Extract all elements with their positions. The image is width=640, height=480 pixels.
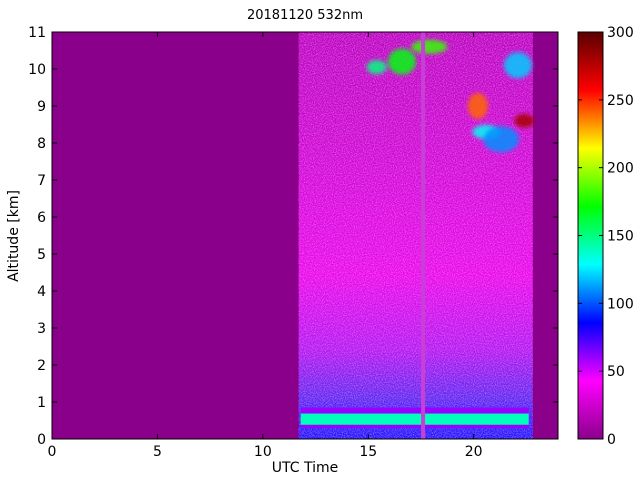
colorbar-ticks: 0 50 100 150 200 250 300 — [578, 25, 634, 448]
x-tick-label: 15 — [359, 444, 377, 460]
colorbar-tick-label: 50 — [607, 364, 625, 380]
colorbar-tick-label: 0 — [607, 432, 616, 448]
colorbar-tick-label: 250 — [607, 93, 634, 109]
chart-title: 20181120 532nm — [247, 8, 363, 23]
data-gap-line — [421, 32, 426, 439]
colorbar-tick-label: 150 — [607, 229, 634, 245]
cloud-patch — [467, 93, 488, 119]
y-tick-label: 0 — [37, 432, 46, 448]
cloud-patch — [483, 126, 520, 153]
data-window-noise — [298, 32, 533, 439]
y-tick-label: 7 — [37, 173, 46, 189]
cloud-patch — [514, 113, 535, 128]
surface-aerosol-core — [300, 413, 529, 425]
y-tick-label: 5 — [37, 247, 46, 263]
x-axis-label: UTC Time — [272, 460, 338, 476]
colorbar-tick-label: 300 — [607, 25, 634, 41]
y-axis-ticks: 0 1 2 3 4 5 6 7 8 9 10 11 — [28, 25, 558, 448]
x-axis-ticks: 0 5 10 15 20 — [48, 32, 483, 460]
colorbar: 0 50 100 150 200 250 300 — [577, 25, 634, 448]
y-tick-label: 6 — [37, 210, 46, 226]
plot-area — [52, 32, 558, 439]
high-cloud-group — [366, 39, 535, 153]
colorbar-tick-label: 200 — [607, 161, 634, 177]
cloud-patch — [503, 52, 532, 79]
y-tick-label: 2 — [37, 358, 46, 374]
y-tick-label: 10 — [28, 62, 46, 78]
colorbar-scale — [577, 31, 604, 440]
x-tick-label: 5 — [153, 444, 162, 460]
y-tick-label: 11 — [28, 25, 46, 41]
plot-frame — [51, 31, 559, 440]
cloud-patch — [411, 39, 448, 54]
x-tick-label: 20 — [465, 444, 483, 460]
x-tick-label: 0 — [48, 444, 57, 460]
x-tick-label: 10 — [254, 444, 272, 460]
y-tick-label: 8 — [37, 136, 46, 152]
y-tick-label: 9 — [37, 99, 46, 115]
cloud-patch — [366, 60, 387, 75]
y-tick-label: 4 — [37, 284, 46, 300]
y-axis-label: Altitude [km] — [6, 190, 22, 282]
colorbar-tick-label: 100 — [607, 296, 634, 312]
cloud-patch — [387, 48, 416, 75]
y-tick-label: 3 — [37, 321, 46, 337]
y-tick-label: 1 — [37, 395, 46, 411]
